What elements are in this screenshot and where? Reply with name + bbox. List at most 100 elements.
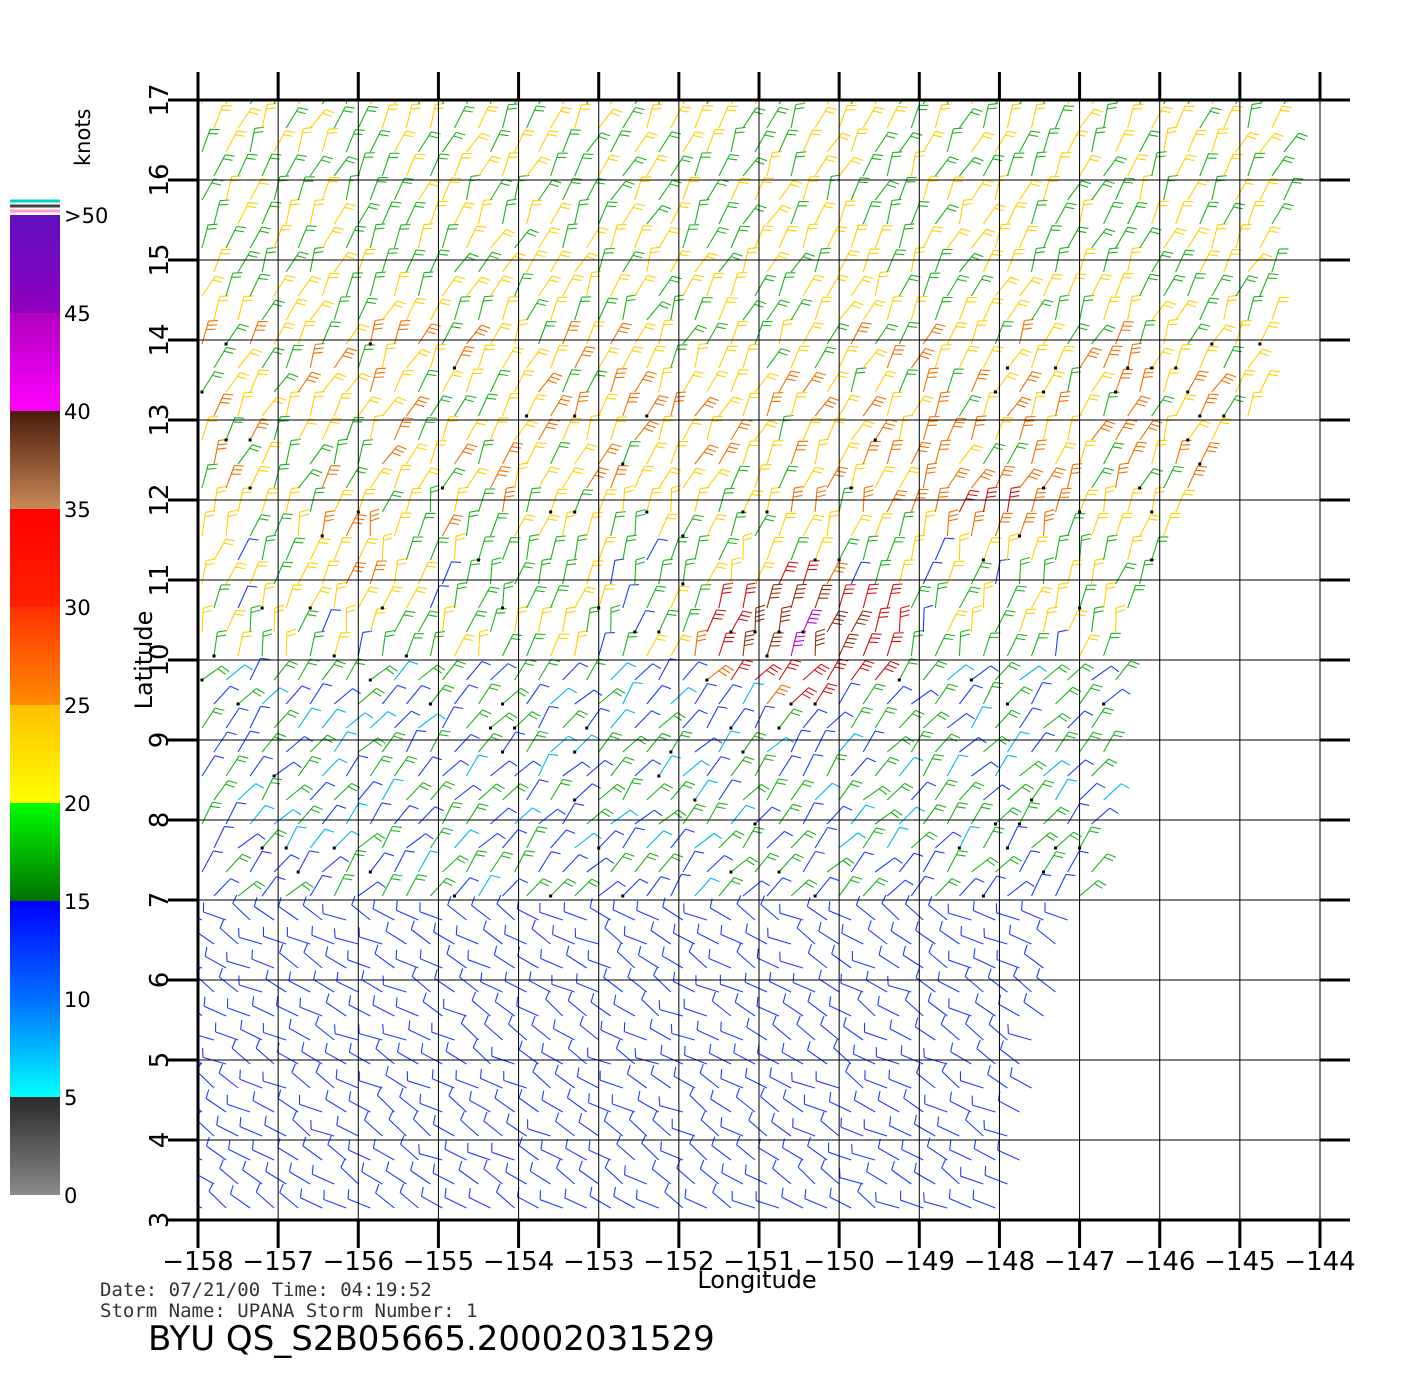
wind-barb (922, 509, 936, 537)
wind-barb (478, 251, 502, 273)
wind-barb (974, 993, 996, 1017)
wind-barb (1187, 227, 1210, 249)
wind-barb (567, 1039, 588, 1065)
wind-barb (934, 248, 953, 273)
wind-barb (201, 275, 225, 297)
wind-barb (562, 129, 581, 153)
rain-flag-marker (248, 438, 252, 442)
wind-barb (454, 634, 476, 657)
wind-barb (232, 894, 251, 921)
wind-barb (1283, 177, 1304, 201)
wind-barb (778, 755, 802, 777)
wind-barb (273, 660, 299, 681)
wind-barb (1103, 102, 1118, 129)
wind-barb (941, 1062, 960, 1089)
wind-barb (225, 664, 253, 681)
wind-barb (1163, 414, 1178, 441)
wind-barb (526, 878, 552, 897)
wind-barb (555, 1159, 576, 1185)
wind-barb (562, 177, 583, 201)
wind-barb (214, 1022, 239, 1041)
wind-barb (778, 853, 804, 873)
wind-barb (528, 971, 551, 993)
wind-barb (599, 1070, 623, 1089)
wind-barb (838, 584, 856, 609)
wind-barb (1115, 512, 1133, 537)
wind-barb (321, 609, 341, 633)
wind-barb (779, 951, 804, 969)
wind-barb (862, 633, 882, 657)
wind-barb (1211, 223, 1228, 249)
wind-barb (1259, 132, 1284, 153)
wind-barb (369, 318, 385, 345)
wind-barb (898, 466, 921, 489)
wind-barb (994, 661, 1021, 681)
wind-barb (970, 320, 988, 345)
wind-barb (502, 442, 524, 465)
wind-barbs (198, 100, 1308, 1209)
x-tick-labels: −158 −157 −156 −155 −154 −153 −152 −151 −150 −149… (162, 1247, 1355, 1277)
wind-barb (309, 734, 336, 753)
wind-barb (335, 1069, 359, 1089)
rain-flag-marker (1198, 462, 1202, 466)
wind-barb (1187, 178, 1210, 201)
rain-flag-marker (1186, 438, 1190, 442)
wind-barb (323, 1189, 347, 1209)
wind-barb (273, 561, 294, 585)
wind-barb (946, 560, 965, 585)
wind-barb (610, 273, 631, 297)
wind-barb (898, 658, 920, 681)
wind-barb (982, 875, 1007, 897)
wind-barb (261, 628, 273, 657)
rain-flag-marker (332, 846, 336, 850)
wind-barb (321, 758, 348, 777)
wind-barb (419, 949, 443, 969)
wind-barb (923, 1047, 948, 1065)
wind-barb (514, 129, 535, 153)
rain-flag-marker (1054, 846, 1058, 850)
wind-barb (501, 296, 519, 321)
wind-barb (1175, 343, 1192, 369)
wind-barb (249, 369, 269, 393)
wind-barb (333, 296, 351, 321)
wind-barb (864, 1069, 888, 1089)
wind-barb (501, 536, 521, 561)
wind-barb (204, 946, 227, 969)
wind-barb (381, 586, 403, 609)
wind-barb (958, 684, 984, 705)
y-tick-label: 10 (145, 643, 175, 676)
wind-barb (814, 155, 838, 177)
wind-barb (225, 464, 244, 489)
wind-barb (237, 688, 265, 705)
wind-barb (466, 467, 490, 489)
wind-barb (261, 687, 289, 705)
wind-barb (790, 631, 807, 657)
wind-barb (982, 345, 1004, 369)
wind-barb (792, 973, 816, 993)
wind-barb (850, 128, 869, 153)
rain-flag-marker (1210, 342, 1214, 346)
wind-barb (225, 707, 249, 729)
wind-barb (550, 633, 570, 657)
wind-barb (297, 176, 315, 201)
wind-barb (345, 604, 356, 633)
wind-barb (526, 348, 550, 369)
wind-barb (347, 1140, 371, 1161)
wind-barb (208, 1182, 227, 1209)
wind-barb (1115, 272, 1134, 297)
wind-barb (615, 1039, 636, 1065)
rain-flag-marker (296, 870, 300, 874)
wind-barb (1079, 154, 1102, 177)
wind-barb (1103, 201, 1124, 225)
wind-barb (660, 1141, 684, 1161)
wind-barb (213, 780, 238, 801)
wind-barb (814, 584, 833, 609)
wind-barb (934, 296, 953, 321)
colorbar-band-25-30 (10, 607, 60, 705)
wind-barb (467, 1142, 491, 1161)
wind-barb (815, 1071, 840, 1089)
wind-barb (213, 248, 232, 273)
wind-barb (563, 902, 587, 921)
wind-barb (658, 712, 686, 729)
wind-barb (622, 251, 645, 273)
